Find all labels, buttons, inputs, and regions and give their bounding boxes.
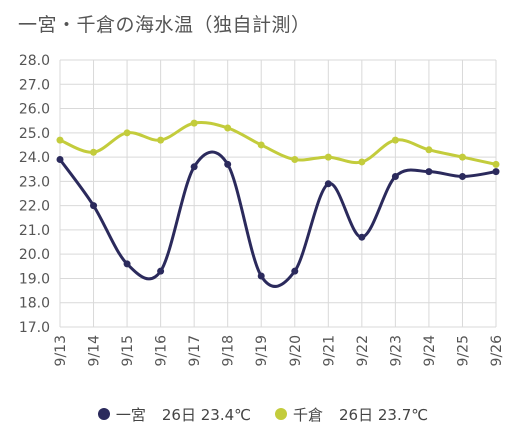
x-tick-label: 9/22 bbox=[355, 335, 371, 366]
x-tick-label: 9/13 bbox=[53, 335, 69, 366]
data-point[interactable] bbox=[90, 148, 98, 156]
x-tick-label: 9/14 bbox=[87, 335, 103, 367]
data-point[interactable] bbox=[123, 129, 131, 137]
data-point[interactable] bbox=[157, 267, 165, 275]
x-tick-label: 9/19 bbox=[254, 335, 270, 366]
x-tick-label: 9/15 bbox=[120, 335, 136, 366]
y-tick-label: 23.0 bbox=[19, 174, 50, 190]
data-point[interactable] bbox=[224, 160, 232, 168]
x-tick-label: 9/24 bbox=[422, 335, 438, 367]
data-point[interactable] bbox=[257, 272, 265, 280]
legend-series-value: 26日 23.4℃ bbox=[161, 405, 251, 424]
y-tick-label: 21.0 bbox=[19, 223, 50, 239]
data-point[interactable] bbox=[190, 119, 198, 127]
y-tick-label: 18.0 bbox=[19, 296, 50, 312]
data-point[interactable] bbox=[224, 124, 232, 132]
data-point[interactable] bbox=[425, 146, 433, 154]
series-line-0 bbox=[58, 150, 497, 288]
x-tick-label: 9/26 bbox=[489, 335, 505, 367]
data-point[interactable] bbox=[492, 160, 500, 168]
series-lines bbox=[56, 119, 500, 288]
data-point[interactable] bbox=[458, 173, 466, 181]
data-point[interactable] bbox=[458, 153, 466, 161]
data-point[interactable] bbox=[358, 233, 366, 241]
legend-item-ichinomiya[interactable]: 一宮 26日 23.4℃ bbox=[97, 404, 251, 425]
x-axis-ticks: 9/13 9/14 9/15 9/16 9/17 9/18 9/19 9/20 9/21 9/22… bbox=[53, 335, 505, 367]
x-tick-label: 9/23 bbox=[388, 335, 404, 366]
legend-series-value: 26日 23.7℃ bbox=[339, 405, 429, 424]
data-point[interactable] bbox=[190, 163, 198, 171]
data-point[interactable] bbox=[123, 260, 131, 268]
legend-item-chikura[interactable]: 千倉 26日 23.7℃ bbox=[275, 404, 428, 425]
y-tick-label: 17.0 bbox=[19, 320, 50, 336]
x-tick-label: 9/20 bbox=[288, 335, 304, 366]
data-point[interactable] bbox=[157, 136, 165, 144]
data-point[interactable] bbox=[56, 156, 64, 164]
grid bbox=[59, 59, 497, 328]
data-point[interactable] bbox=[90, 202, 98, 210]
data-point[interactable] bbox=[291, 156, 299, 164]
legend: 一宮 26日 23.4℃ 千倉 26日 23.7℃ bbox=[0, 400, 526, 428]
legend-series-name: 一宮 bbox=[115, 405, 146, 424]
y-tick-label: 19.0 bbox=[19, 271, 50, 287]
data-point[interactable] bbox=[56, 136, 64, 144]
x-tick-label: 9/16 bbox=[154, 335, 170, 367]
data-point[interactable] bbox=[358, 158, 366, 166]
y-tick-label: 28.0 bbox=[19, 53, 50, 69]
y-tick-label: 20.0 bbox=[19, 247, 50, 263]
y-tick-label: 26.0 bbox=[19, 102, 50, 118]
legend-marker-chikura bbox=[275, 408, 287, 420]
data-point[interactable] bbox=[324, 153, 332, 161]
y-tick-label: 22.0 bbox=[19, 199, 50, 215]
data-point[interactable] bbox=[391, 136, 399, 144]
legend-marker-ichinomiya bbox=[97, 408, 110, 420]
x-tick-label: 9/21 bbox=[321, 335, 337, 366]
y-tick-label: 24.0 bbox=[19, 150, 50, 166]
x-tick-label: 9/17 bbox=[187, 335, 203, 366]
data-point[interactable] bbox=[324, 180, 332, 188]
data-point[interactable] bbox=[391, 173, 399, 181]
data-point[interactable] bbox=[492, 168, 500, 176]
x-tick-label: 9/18 bbox=[221, 335, 237, 366]
data-point[interactable] bbox=[291, 267, 299, 275]
y-axis-ticks: 17.0 18.0 19.0 20.0 21.0 22.0 23.0 24.0 25.0 26.0… bbox=[19, 53, 50, 336]
x-tick-label: 9/25 bbox=[455, 335, 471, 366]
legend-series-name: 千倉 bbox=[293, 405, 324, 424]
series-line-1 bbox=[59, 121, 497, 166]
data-point[interactable] bbox=[257, 141, 265, 149]
data-point[interactable] bbox=[425, 168, 433, 176]
chart-title: 一宮・千倉の海水温（独自計測） bbox=[18, 14, 311, 36]
y-tick-label: 27.0 bbox=[19, 77, 50, 93]
y-tick-label: 25.0 bbox=[19, 126, 50, 142]
